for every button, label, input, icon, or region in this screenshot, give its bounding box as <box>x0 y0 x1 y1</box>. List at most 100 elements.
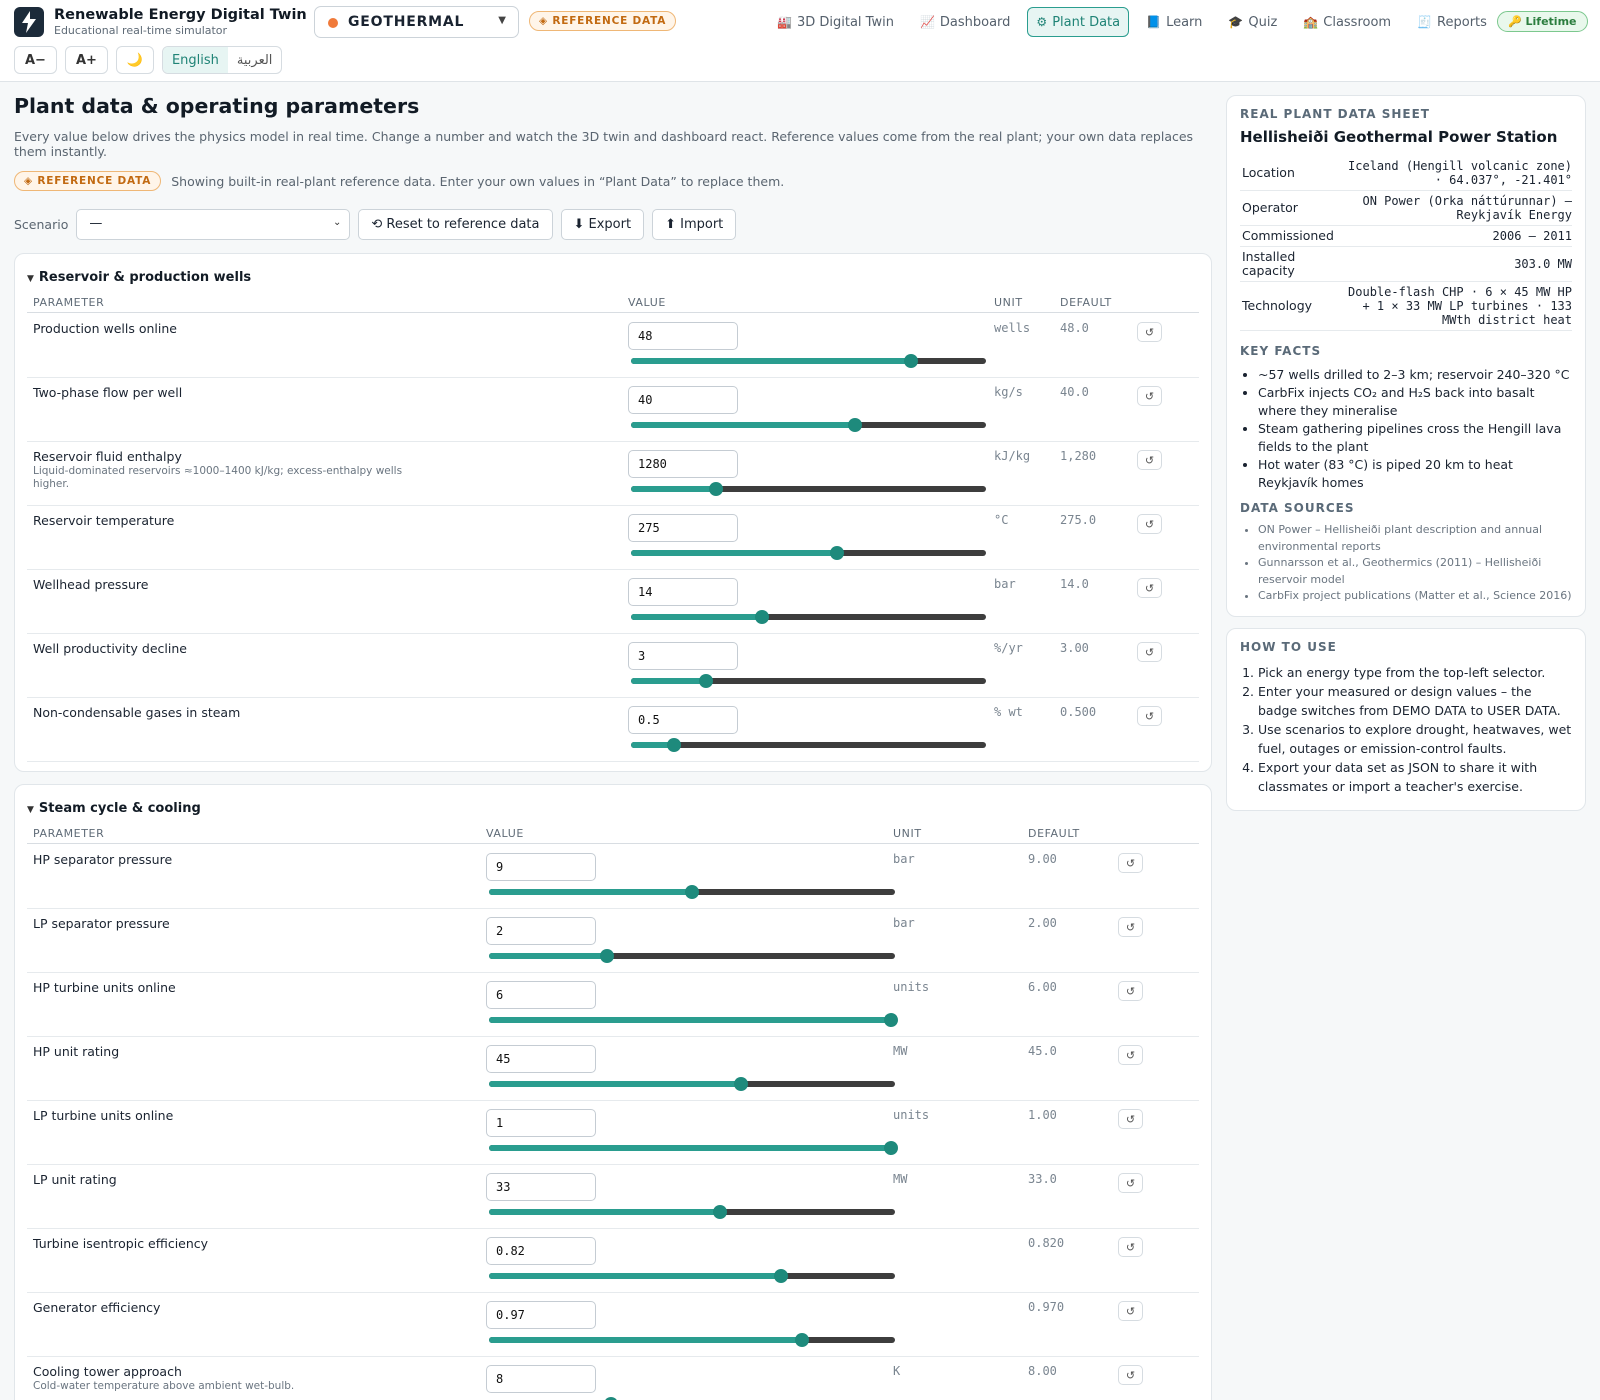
reset-parameter-icon[interactable]: ↺ <box>1118 1173 1143 1193</box>
datasheet-value: 303.0 MW <box>1344 246 1572 282</box>
reset-button[interactable]: ⟲ Reset to reference data <box>358 209 553 240</box>
parameter-slider[interactable] <box>631 610 986 624</box>
slider-thumb[interactable] <box>603 1397 618 1400</box>
parameter-row: HP turbine units online 6 units 6.00 ↺ <box>27 973 1199 1037</box>
parameter-slider[interactable] <box>631 546 986 560</box>
parameter-value-input[interactable]: 0.5 <box>628 706 738 734</box>
parameter-slider[interactable] <box>489 1141 898 1155</box>
export-button[interactable]: ⬇ Export <box>560 209 645 240</box>
parameter-slider[interactable] <box>631 354 986 368</box>
reset-parameter-icon[interactable]: ↺ <box>1137 642 1162 662</box>
reset-parameter-icon[interactable]: ↺ <box>1118 1045 1143 1065</box>
parameter-slider[interactable] <box>489 885 895 899</box>
reset-parameter-icon[interactable]: ↺ <box>1118 917 1143 937</box>
reset-parameter-icon[interactable]: ↺ <box>1118 853 1143 873</box>
reset-parameter-icon[interactable]: ↺ <box>1137 578 1162 598</box>
slider-thumb[interactable] <box>774 1269 789 1283</box>
reset-parameter-icon[interactable]: ↺ <box>1137 386 1162 406</box>
parameter-unit: MW <box>893 1172 908 1186</box>
parameter-value-input[interactable]: 6 <box>486 981 596 1009</box>
nav-3d-digital-twin[interactable]: 🏭 3D Digital Twin <box>768 7 903 37</box>
reset-parameter-icon[interactable]: ↺ <box>1118 981 1143 1001</box>
parameter-default: 2.00 <box>1028 916 1057 930</box>
parameter-default: 9.00 <box>1028 852 1057 866</box>
gear-icon: ⚙ <box>1036 15 1048 29</box>
reset-parameter-icon[interactable]: ↺ <box>1137 706 1162 726</box>
slider-thumb[interactable] <box>904 354 919 368</box>
parameter-slider[interactable] <box>631 738 986 752</box>
energy-type-select[interactable]: GEOTHERMAL ▼ <box>314 6 519 38</box>
parameter-slider[interactable] <box>489 1077 895 1091</box>
section-title[interactable]: ▼ Reservoir & production wells <box>27 270 251 285</box>
reset-parameter-icon[interactable]: ↺ <box>1118 1301 1143 1321</box>
font-decrease-button[interactable]: A− <box>14 46 57 74</box>
column-header-unit: UNIT <box>893 827 922 840</box>
slider-thumb[interactable] <box>698 674 713 688</box>
datasheet-key: Commissioned <box>1240 225 1344 247</box>
lang-english[interactable]: English <box>162 47 228 73</box>
slider-thumb[interactable] <box>829 546 844 560</box>
nav-label: Reports <box>1437 14 1487 30</box>
parameter-value-input[interactable]: 40 <box>628 386 738 414</box>
nav-learn[interactable]: 📘 Learn <box>1137 7 1211 37</box>
slider-thumb[interactable] <box>847 418 862 432</box>
parameter-value-input[interactable]: 1 <box>486 1109 596 1137</box>
parameter-slider[interactable] <box>489 1333 895 1347</box>
parameter-row: HP separator pressure 9 bar 9.00 ↺ <box>27 845 1199 909</box>
parameter-value-input[interactable]: 14 <box>628 578 738 606</box>
nav-quiz[interactable]: 🎓 Quiz <box>1219 7 1286 37</box>
parameter-slider[interactable] <box>489 1013 898 1027</box>
parameter-slider[interactable] <box>489 1205 895 1219</box>
parameter-slider[interactable] <box>489 1269 895 1283</box>
parameter-slider[interactable] <box>631 418 986 432</box>
reset-parameter-icon[interactable]: ↺ <box>1118 1237 1143 1257</box>
parameter-name: HP turbine units online <box>33 980 176 995</box>
slider-thumb[interactable] <box>599 949 614 963</box>
parameter-value-input[interactable]: 1280 <box>628 450 738 478</box>
slider-thumb[interactable] <box>883 1141 898 1155</box>
nav-reports[interactable]: 🧾 Reports <box>1408 7 1496 37</box>
import-button[interactable]: ⬆ Import <box>652 209 737 240</box>
parameter-value-input[interactable]: 8 <box>486 1365 596 1393</box>
parameter-value-input[interactable]: 45 <box>486 1045 596 1073</box>
parameter-value-input[interactable]: 0.82 <box>486 1237 596 1265</box>
reset-parameter-icon[interactable]: ↺ <box>1137 514 1162 534</box>
slider-thumb[interactable] <box>755 610 770 624</box>
datasheet-row: Location Iceland (Hengill volcanic zone) … <box>1240 156 1572 191</box>
slider-thumb[interactable] <box>713 1205 728 1219</box>
slider-thumb[interactable] <box>666 738 681 752</box>
parameter-unit: kg/s <box>994 385 1023 399</box>
parameter-unit: % wt <box>994 705 1023 719</box>
slider-thumb[interactable] <box>794 1333 809 1347</box>
slider-thumb[interactable] <box>733 1077 748 1091</box>
parameter-default: 6.00 <box>1028 980 1057 994</box>
parameter-value-input[interactable]: 3 <box>628 642 738 670</box>
slider-thumb[interactable] <box>709 482 724 496</box>
scenario-select[interactable]: — ⌄ <box>76 209 351 240</box>
parameter-value-input[interactable]: 0.97 <box>486 1301 596 1329</box>
nav-dashboard[interactable]: 📈 Dashboard <box>911 7 1019 37</box>
reset-parameter-icon[interactable]: ↺ <box>1137 322 1162 342</box>
font-increase-button[interactable]: A+ <box>64 46 108 74</box>
lang-arabic[interactable]: العربية <box>236 52 273 68</box>
nav-classroom[interactable]: 🏫 Classroom <box>1294 7 1400 37</box>
parameter-value-input[interactable]: 275 <box>628 514 738 542</box>
parameter-value-input[interactable]: 2 <box>486 917 596 945</box>
section-title[interactable]: ▼ Steam cycle & cooling <box>27 801 201 816</box>
lifetime-badge[interactable]: 🔑 Lifetime <box>1497 11 1588 32</box>
nav-plant-data[interactable]: ⚙ Plant Data <box>1027 7 1130 37</box>
parameter-slider[interactable] <box>631 674 986 688</box>
reset-parameter-icon[interactable]: ↺ <box>1118 1365 1143 1385</box>
parameter-slider[interactable] <box>631 482 986 496</box>
parameter-value-input[interactable]: 48 <box>628 322 738 350</box>
parameter-value-input[interactable]: 33 <box>486 1173 596 1201</box>
slider-thumb[interactable] <box>883 1013 898 1027</box>
parameter-value-input[interactable]: 9 <box>486 853 596 881</box>
language-switch: English العربية <box>161 46 283 74</box>
slider-thumb[interactable] <box>685 885 699 899</box>
moon-icon[interactable]: 🌙 <box>115 46 154 74</box>
parameter-slider[interactable] <box>489 949 895 963</box>
reset-parameter-icon[interactable]: ↺ <box>1118 1109 1143 1129</box>
reset-parameter-icon[interactable]: ↺ <box>1137 450 1162 470</box>
column-header-value: VALUE <box>628 296 666 309</box>
